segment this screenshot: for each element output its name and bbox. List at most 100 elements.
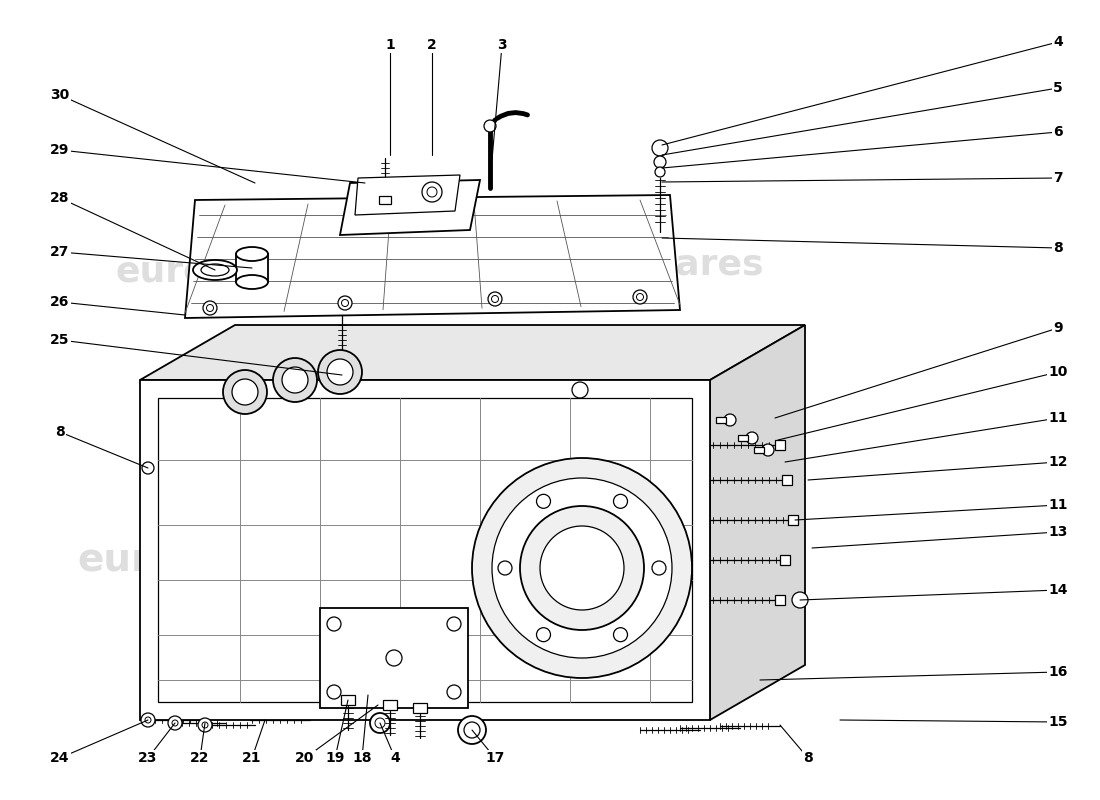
- Text: 8: 8: [1053, 241, 1063, 255]
- Circle shape: [386, 650, 402, 666]
- Circle shape: [492, 478, 672, 658]
- Circle shape: [614, 628, 627, 642]
- Ellipse shape: [236, 275, 268, 289]
- Text: 12: 12: [1048, 455, 1068, 469]
- Circle shape: [318, 350, 362, 394]
- Polygon shape: [158, 398, 692, 702]
- Text: 25: 25: [51, 333, 69, 347]
- Text: 11: 11: [1048, 498, 1068, 512]
- Text: 4: 4: [1053, 35, 1063, 49]
- Circle shape: [422, 182, 442, 202]
- Circle shape: [341, 299, 349, 306]
- Text: 21: 21: [242, 751, 262, 765]
- Circle shape: [724, 414, 736, 426]
- Text: 18: 18: [352, 751, 372, 765]
- Circle shape: [654, 156, 666, 168]
- Circle shape: [142, 462, 154, 474]
- Circle shape: [492, 295, 498, 302]
- Bar: [754, 447, 764, 453]
- Polygon shape: [185, 195, 680, 318]
- Text: 1: 1: [385, 38, 395, 52]
- Text: 16: 16: [1048, 665, 1068, 679]
- Circle shape: [361, 686, 379, 704]
- Circle shape: [572, 382, 588, 398]
- Polygon shape: [355, 175, 460, 215]
- Text: eurospares: eurospares: [497, 551, 742, 589]
- Text: 10: 10: [1048, 365, 1068, 379]
- Text: 8: 8: [803, 751, 813, 765]
- Bar: [716, 417, 726, 423]
- Circle shape: [637, 294, 644, 301]
- Circle shape: [168, 716, 182, 730]
- Text: 24: 24: [51, 751, 69, 765]
- Text: 15: 15: [1048, 715, 1068, 729]
- Circle shape: [338, 296, 352, 310]
- Circle shape: [207, 305, 213, 311]
- Ellipse shape: [236, 247, 268, 261]
- Circle shape: [632, 290, 647, 304]
- Circle shape: [614, 494, 627, 508]
- Circle shape: [370, 713, 390, 733]
- Bar: [776, 440, 785, 450]
- Text: 5: 5: [1053, 81, 1063, 95]
- Bar: [412, 703, 427, 713]
- Polygon shape: [320, 608, 468, 708]
- Text: eurospares: eurospares: [116, 255, 344, 289]
- Circle shape: [498, 561, 512, 575]
- Circle shape: [484, 120, 496, 132]
- Text: 17: 17: [485, 751, 505, 765]
- Bar: [788, 515, 798, 525]
- Text: eurospares: eurospares: [536, 248, 764, 282]
- Circle shape: [223, 370, 267, 414]
- Bar: [782, 475, 792, 485]
- Circle shape: [141, 713, 155, 727]
- Text: 28: 28: [51, 191, 69, 205]
- Text: 19: 19: [326, 751, 344, 765]
- Circle shape: [464, 722, 480, 738]
- Circle shape: [447, 617, 461, 631]
- Bar: [780, 555, 790, 565]
- Circle shape: [327, 359, 353, 385]
- Text: 9: 9: [1053, 321, 1063, 335]
- Circle shape: [202, 722, 208, 728]
- Circle shape: [145, 717, 151, 723]
- Circle shape: [652, 561, 666, 575]
- Circle shape: [488, 292, 502, 306]
- Text: 22: 22: [190, 751, 210, 765]
- Text: 26: 26: [51, 295, 69, 309]
- Circle shape: [232, 379, 258, 405]
- Circle shape: [172, 720, 178, 726]
- Circle shape: [375, 718, 385, 728]
- Ellipse shape: [201, 264, 229, 276]
- Text: 2: 2: [427, 38, 437, 52]
- Circle shape: [273, 358, 317, 402]
- Polygon shape: [340, 180, 480, 235]
- Ellipse shape: [192, 260, 236, 280]
- Text: 8: 8: [55, 425, 65, 439]
- Text: 30: 30: [51, 88, 69, 102]
- Text: 13: 13: [1048, 525, 1068, 539]
- Circle shape: [204, 301, 217, 315]
- Polygon shape: [710, 325, 805, 720]
- Circle shape: [447, 685, 461, 699]
- Bar: [341, 695, 355, 705]
- Text: 20: 20: [295, 751, 315, 765]
- Bar: [776, 595, 785, 605]
- Circle shape: [540, 526, 624, 610]
- Text: 7: 7: [1053, 171, 1063, 185]
- Text: eurospares: eurospares: [77, 541, 322, 579]
- Circle shape: [472, 458, 692, 678]
- Circle shape: [792, 592, 808, 608]
- Text: 27: 27: [51, 245, 69, 259]
- Text: 6: 6: [1053, 125, 1063, 139]
- Circle shape: [652, 140, 668, 156]
- Polygon shape: [140, 380, 710, 720]
- Circle shape: [746, 432, 758, 444]
- Circle shape: [327, 617, 341, 631]
- Circle shape: [198, 718, 212, 732]
- Circle shape: [654, 167, 666, 177]
- Text: 23: 23: [139, 751, 157, 765]
- Circle shape: [537, 628, 550, 642]
- Circle shape: [458, 716, 486, 744]
- Circle shape: [282, 367, 308, 393]
